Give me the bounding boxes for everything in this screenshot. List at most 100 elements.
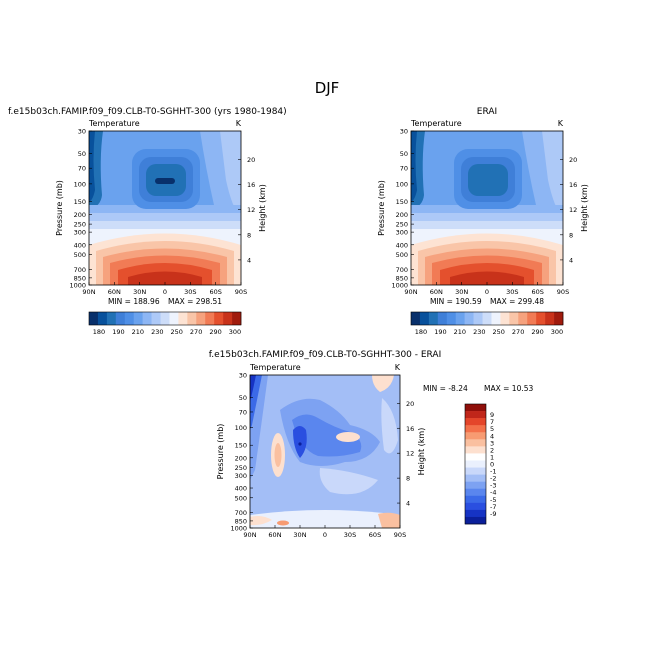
colorbar-swatch [465,411,486,419]
y-tick-label: 700 [235,509,247,517]
y-tick-label: 1000 [391,282,408,290]
min-label: MIN = -8.24 [423,384,468,393]
colorbar-label: 3 [490,439,494,447]
colorbar-label: 250 [171,328,183,336]
y-tick-label: 200 [396,211,408,219]
y-tick-label: 70 [239,408,247,416]
colorbar-swatch [214,312,224,325]
colorbar-swatch [518,312,528,325]
y-tick-label: 70 [78,165,86,173]
colorbar-label: 230 [473,328,485,336]
y-right-tick-label: 20 [569,156,577,164]
right-label: K [395,363,401,372]
colorbar-swatch [465,495,486,504]
y-tick-label: 250 [235,464,247,472]
y-right-tick-label: 20 [406,400,414,408]
x-tick-label: 30S [344,531,356,539]
colorbar-label: 190 [434,328,446,336]
x-tick-label: 90S [557,288,569,296]
colorbar-label: -4 [490,489,496,497]
colorbar-swatch [545,312,555,325]
y-tick-label: 50 [239,394,247,402]
colorbar-swatch [500,312,510,325]
y-right-tick-label: 4 [247,256,251,264]
x-tick-label: 60N [108,288,121,296]
left-label: Temperature [249,363,301,372]
y-tick-label: 150 [235,442,247,450]
y-right-tick-label: 16 [247,181,255,189]
colorbar-label: 180 [93,328,105,336]
colorbar-label: 290 [209,328,221,336]
colorbar-swatch [465,425,486,433]
y-tick-label: 850 [396,274,408,282]
colorbar-swatch [428,312,439,325]
y-tick-label: 500 [74,251,86,259]
colorbar-swatch [473,312,483,325]
colorbar-swatch [465,467,486,475]
x-tick-label: 90N [404,288,417,296]
min-label: MIN = 190.59 [430,297,482,306]
y-tick-label: 200 [74,211,86,219]
y-tick-label: 150 [396,198,408,206]
y-right-tick-label: 4 [569,256,573,264]
colorbar-swatch [465,453,486,461]
colorbar-swatch [196,312,206,325]
colorbar-swatch [465,404,486,412]
colorbar-swatch [465,509,486,518]
colorbar-swatch [437,312,448,325]
x-tick-label: 60S [209,288,221,296]
colorbar-label: -1 [490,468,496,476]
max-label: MAX = 10.53 [484,384,533,393]
colorbar-swatch [465,432,486,440]
colorbar-swatch [97,312,108,325]
colorbar-swatch [455,312,465,325]
y-tick-label: 150 [74,198,86,206]
x-tick-label: 0 [323,531,327,539]
colorbar-swatch [465,481,486,490]
colorbar-frame [464,403,487,525]
colorbar-swatch [465,460,486,468]
x-tick-label: 60S [369,531,381,539]
colorbar-swatch [169,312,179,325]
y-right-axis-label: Height (km) [258,184,267,232]
x-tick-label: 60N [430,288,443,296]
colorbar-label: -5 [490,496,496,504]
min-label: MIN = 188.96 [108,297,160,306]
colorbar-swatch [482,312,492,325]
y-tick-label: 100 [235,424,247,432]
colorbar-label: 270 [190,328,202,336]
max-label: MAX = 299.48 [490,297,544,306]
colorbar-swatch [554,312,564,325]
y-tick-label: 300 [74,229,86,237]
y-tick-label: 70 [400,165,408,173]
colorbar-swatch [491,312,501,325]
colorbar-swatch [205,312,215,325]
x-tick-label: 0 [485,288,489,296]
colorbar-swatch [446,312,457,325]
colorbar-label: 230 [151,328,163,336]
colorbar-label: 4 [490,432,494,440]
colorbar-swatch [151,312,161,325]
colorbar-swatch [124,312,135,325]
x-tick-label: 30N [293,531,306,539]
y-right-axis-label: Height (km) [580,184,589,232]
colorbar-frame [410,311,564,326]
y-right-tick-label: 12 [406,450,414,458]
colorbar-swatch [89,312,99,325]
colorbar-label: 290 [531,328,543,336]
colorbar-swatch [464,312,474,325]
x-tick-label: 30N [455,288,468,296]
x-tick-label: 30S [184,288,196,296]
x-tick-label: 90S [394,531,406,539]
y-tick-label: 300 [396,229,408,237]
y-tick-label: 400 [235,485,247,493]
y-tick-label: 30 [78,128,86,136]
y-tick-label: 400 [396,241,408,249]
colorbar-swatch [465,446,486,454]
y-tick-label: 400 [74,241,86,249]
colorbar-swatch [419,312,430,325]
contour-field [411,131,563,285]
panel-obs: ERAI Temperature K 305070100150200250300… [377,107,589,336]
